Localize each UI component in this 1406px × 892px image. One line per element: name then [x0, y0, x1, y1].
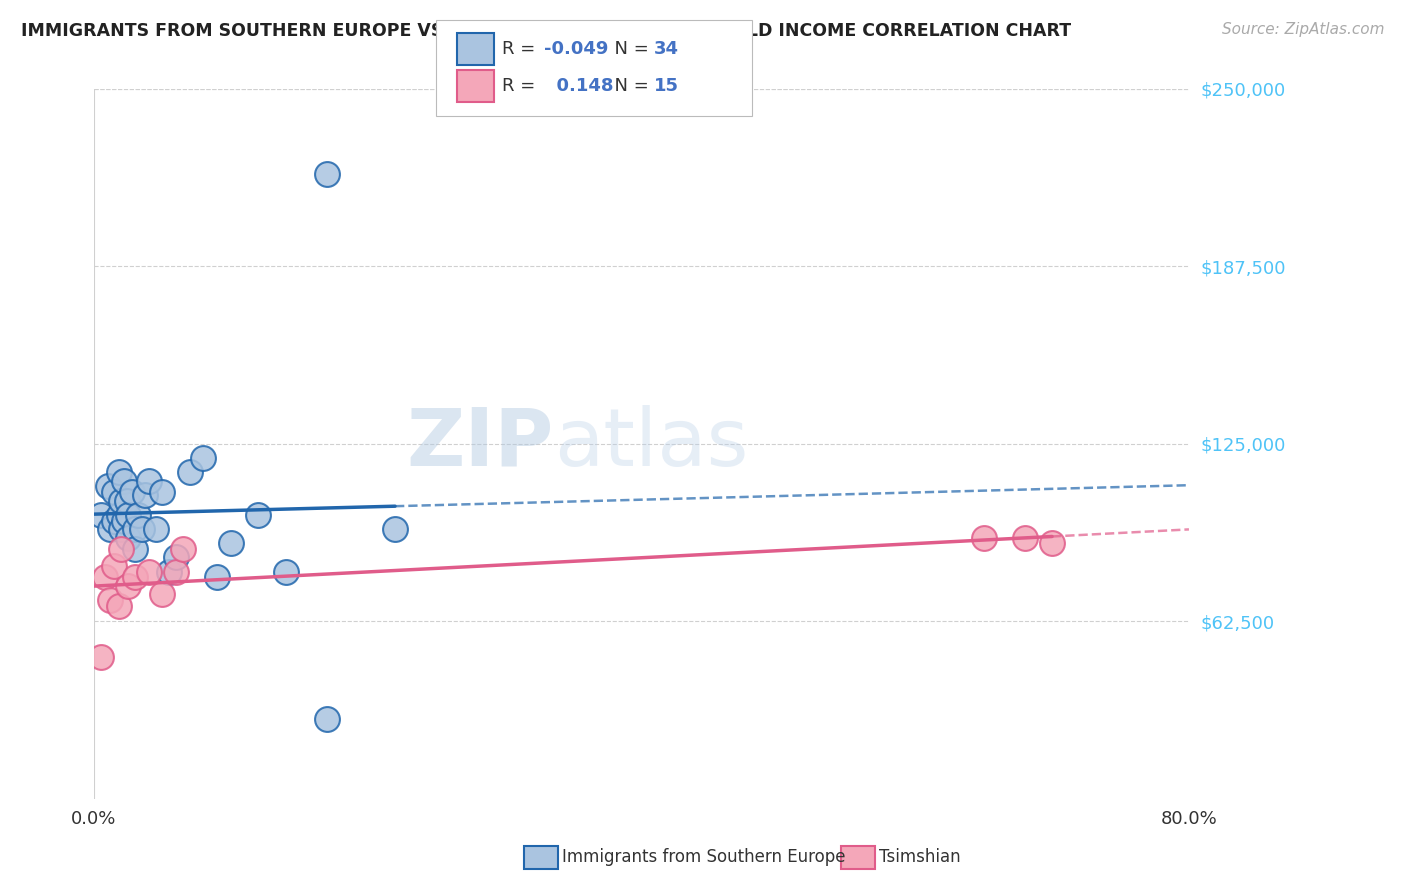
Point: [205, 570, 228, 584]
Point: [97, 479, 120, 493]
Point: [110, 493, 132, 508]
Point: [165, 565, 187, 579]
Point: [90, 649, 112, 664]
Point: [112, 514, 135, 528]
Point: [384, 522, 406, 536]
Point: [98, 522, 121, 536]
Point: [247, 508, 270, 522]
Point: [193, 451, 215, 466]
Point: [179, 465, 201, 479]
Point: [107, 508, 129, 522]
Text: atlas: atlas: [554, 405, 748, 483]
Point: [117, 579, 139, 593]
Point: [90, 508, 112, 522]
Text: -0.049: -0.049: [544, 40, 609, 58]
Point: [94, 570, 117, 584]
Point: [110, 541, 132, 556]
Point: [127, 508, 149, 522]
Text: IMMIGRANTS FROM SOUTHERN EUROPE VS TSIMSHIAN MEDIAN HOUSEHOLD INCOME CORRELATION: IMMIGRANTS FROM SOUTHERN EUROPE VS TSIMS…: [21, 22, 1071, 40]
Point: [145, 522, 167, 536]
Text: R =: R =: [502, 40, 541, 58]
Text: Immigrants from Southern Europe: Immigrants from Southern Europe: [562, 848, 846, 866]
Point: [117, 531, 139, 545]
Point: [134, 488, 156, 502]
Point: [274, 565, 297, 579]
Text: 0.148: 0.148: [544, 77, 613, 95]
Point: [98, 593, 121, 607]
Point: [138, 565, 160, 579]
Point: [110, 522, 132, 536]
Point: [172, 541, 194, 556]
Point: [124, 570, 146, 584]
Point: [973, 531, 995, 545]
Point: [150, 485, 173, 500]
Point: [124, 522, 146, 536]
Point: [219, 536, 242, 550]
Text: N =: N =: [603, 77, 655, 95]
Point: [157, 565, 180, 579]
Point: [112, 474, 135, 488]
Point: [131, 522, 153, 536]
Point: [103, 514, 125, 528]
Point: [103, 485, 125, 500]
Point: [165, 550, 187, 565]
Text: ZIP: ZIP: [406, 405, 554, 483]
Point: [1014, 531, 1036, 545]
Point: [115, 493, 138, 508]
Point: [150, 587, 173, 601]
Point: [117, 508, 139, 522]
Text: 15: 15: [654, 77, 679, 95]
Point: [103, 558, 125, 573]
Text: N =: N =: [603, 40, 655, 58]
Text: R =: R =: [502, 77, 541, 95]
Point: [315, 167, 337, 181]
Text: 34: 34: [654, 40, 679, 58]
Point: [138, 474, 160, 488]
Point: [1040, 536, 1063, 550]
Point: [315, 712, 337, 726]
Point: [107, 465, 129, 479]
Point: [121, 485, 143, 500]
Text: Source: ZipAtlas.com: Source: ZipAtlas.com: [1222, 22, 1385, 37]
Text: Tsimshian: Tsimshian: [879, 848, 960, 866]
Point: [124, 541, 146, 556]
Point: [107, 599, 129, 613]
